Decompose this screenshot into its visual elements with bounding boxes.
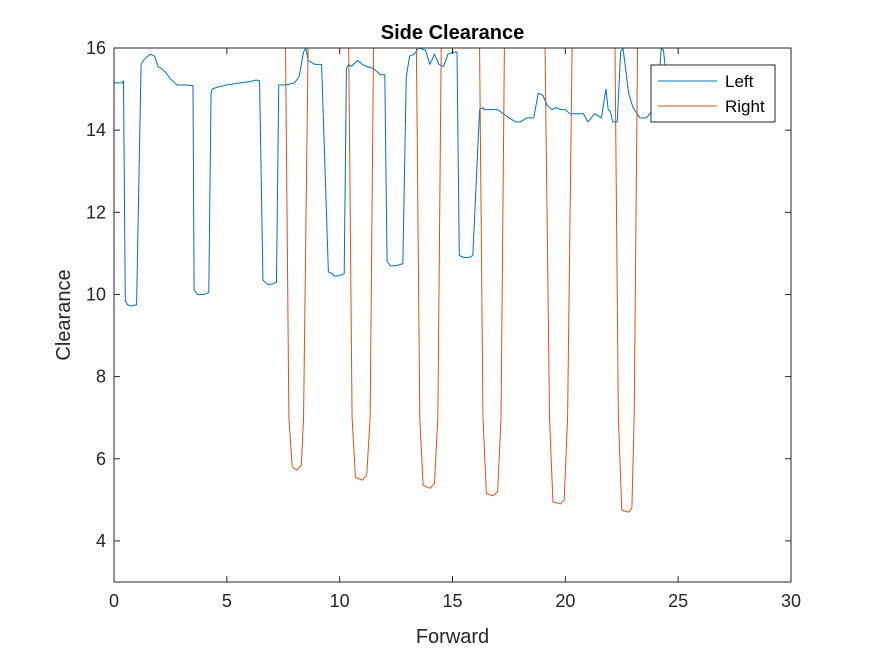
legend-label-left: Left — [725, 72, 754, 91]
y-tick-label: 12 — [86, 202, 106, 222]
x-tick-label: 0 — [109, 591, 119, 611]
x-tick-label: 25 — [668, 591, 688, 611]
legend: Left Right — [650, 64, 776, 123]
y-axis-label: Clearance — [53, 269, 75, 360]
plot-area — [114, 48, 791, 582]
axis-ticks: 0 5 10 15 20 25 30 4 6 8 10 12 14 16 — [86, 38, 801, 611]
x-axis-label: Forward — [416, 626, 489, 648]
x-tick-label: 30 — [781, 591, 801, 611]
y-tick-label: 14 — [86, 120, 106, 140]
legend-label-right: Right — [725, 97, 765, 116]
chart-title: Side Clearance — [381, 22, 524, 44]
x-tick-label: 20 — [555, 591, 575, 611]
y-tick-label: 4 — [96, 531, 106, 551]
plot-border — [113, 47, 792, 583]
x-tick-label: 15 — [442, 591, 462, 611]
y-tick-label: 16 — [86, 38, 106, 58]
y-tick-label: 10 — [86, 284, 106, 304]
legend-box — [650, 64, 776, 123]
y-tick-label: 8 — [96, 367, 106, 387]
x-tick-label: 10 — [330, 591, 350, 611]
series-line-left — [114, 47, 676, 307]
y-tick-label: 6 — [96, 449, 106, 469]
x-tick-label: 5 — [222, 591, 232, 611]
